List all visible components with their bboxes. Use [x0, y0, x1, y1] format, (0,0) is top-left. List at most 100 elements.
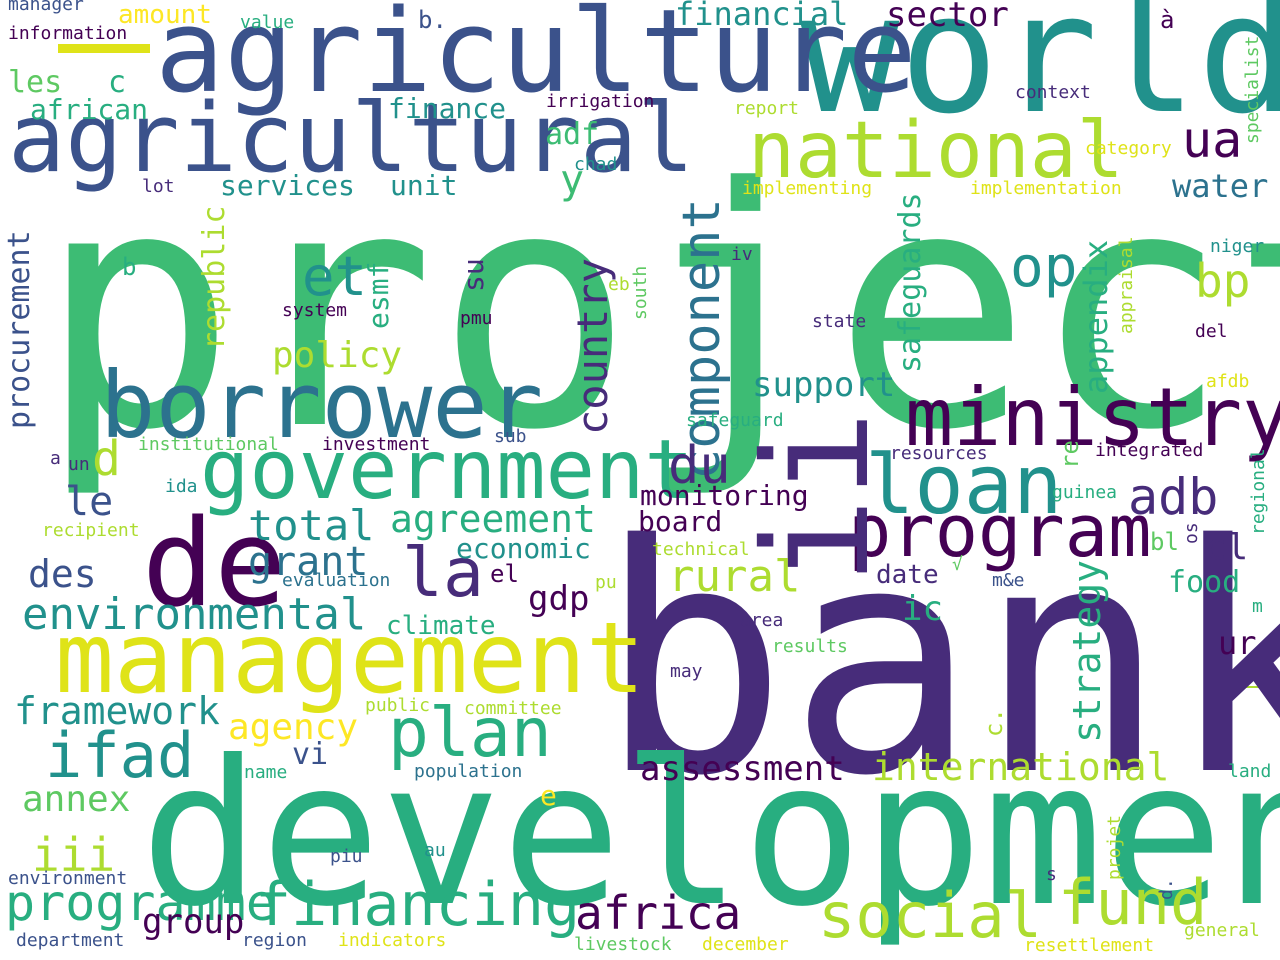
- word-eb: eb: [608, 274, 630, 295]
- word-financial: financial: [675, 0, 849, 33]
- word-à: à: [1160, 6, 1175, 34]
- word-indicators: indicators: [338, 930, 447, 951]
- word-procurement: procurement: [2, 230, 37, 429]
- word-des: des: [28, 552, 97, 596]
- word-information: information: [8, 23, 128, 44]
- word-lot: lot: [142, 176, 175, 197]
- word-bl: bl: [1150, 528, 1179, 556]
- word-recipient: recipient: [42, 520, 140, 541]
- word-policy: policy: [272, 335, 403, 376]
- word-d: d: [92, 431, 121, 487]
- word-cl: cl: [1205, 527, 1249, 568]
- word-services: services: [220, 169, 355, 202]
- word-republic: republic: [197, 205, 232, 351]
- word-del: del: [1195, 321, 1228, 342]
- word-c: c: [108, 65, 127, 100]
- word-economic: economic: [456, 532, 591, 565]
- word-amount: amount: [118, 0, 212, 30]
- missing-glyph-box-icon: [1240, 668, 1260, 688]
- word-pu: pu: [595, 572, 617, 593]
- word-strategy: strategy: [1065, 559, 1109, 743]
- word-m&e: m&e: [992, 570, 1025, 591]
- word-les: les: [8, 65, 63, 100]
- word-la: la: [402, 534, 484, 613]
- word-national: national: [748, 106, 1124, 196]
- word-category: category: [1085, 138, 1172, 159]
- word-vi: vi: [292, 737, 329, 772]
- word-op: op: [1010, 235, 1078, 300]
- word-ida: ida: [165, 476, 198, 497]
- word-results: results: [772, 636, 848, 657]
- word-food: food: [1168, 565, 1241, 600]
- word-esmf: esmf: [362, 261, 395, 329]
- word-water: water: [1172, 167, 1269, 205]
- word-regional: regional: [1248, 448, 1269, 535]
- word-su: su: [457, 258, 490, 292]
- word-programme: programme: [5, 874, 276, 932]
- word-south: south: [630, 265, 651, 320]
- word-ifad: ifad: [45, 719, 195, 792]
- word-ministry: ministry: [905, 371, 1280, 464]
- word-finance: finance: [388, 92, 507, 125]
- word-evaluation: evaluation: [282, 570, 391, 591]
- word-appendix: appendix: [1077, 239, 1115, 394]
- word-may: may: [670, 661, 703, 682]
- word-land: land: [1228, 761, 1272, 782]
- word-iv: iv: [731, 244, 753, 265]
- word-resettlement: resettlement: [1024, 935, 1155, 956]
- word-loan: loan: [865, 438, 1063, 533]
- word-appraisal: appraisal: [1116, 236, 1137, 334]
- word-du: du: [668, 436, 731, 496]
- word-projet: projet: [1104, 814, 1125, 880]
- word-system: system: [282, 300, 348, 321]
- word-niger: niger: [1210, 236, 1265, 257]
- word-date: date: [876, 560, 939, 590]
- word-public: public: [365, 695, 431, 716]
- word-au: au: [424, 840, 446, 861]
- word-implementing: implementing: [742, 178, 873, 199]
- word-sector: sector: [886, 0, 1009, 35]
- word-fund: fund: [1058, 866, 1208, 939]
- word-environment: environment: [8, 868, 128, 889]
- word-international: international: [872, 745, 1170, 789]
- word-bank: bank: [598, 479, 1280, 845]
- word-environmental: environmental: [22, 589, 367, 640]
- word-name: name: [244, 762, 288, 783]
- word-technical: technical: [652, 539, 750, 560]
- word-ua: ua: [1182, 111, 1243, 169]
- word-committee: committee: [464, 698, 562, 719]
- word-december: december: [702, 934, 789, 955]
- word-world: world: [800, 0, 1280, 150]
- word-institutional: institutional: [138, 434, 279, 455]
- word-total: total: [248, 501, 375, 550]
- word-ur: ur: [1218, 624, 1257, 662]
- word-population: population: [414, 761, 523, 782]
- word-area: area: [740, 610, 784, 631]
- word-borrower: borrower: [100, 352, 544, 459]
- word-un: un: [68, 454, 90, 475]
- word-de: de: [142, 495, 287, 634]
- word-y: y: [560, 157, 585, 203]
- word-e: e: [540, 779, 557, 812]
- word-project: project: [38, 118, 1280, 502]
- word-safeguard: safeguard: [686, 410, 784, 431]
- word-government: government: [200, 423, 694, 518]
- word-program: program: [848, 489, 1152, 573]
- underline-dash-decoration: [58, 44, 150, 53]
- word-agency: agency: [228, 707, 359, 748]
- word-d.: d.: [1156, 878, 1177, 900]
- word-report: report: [734, 98, 800, 119]
- word-general: general: [1184, 920, 1260, 941]
- word-adf: adf: [545, 117, 600, 152]
- word-ic: ic: [902, 589, 943, 629]
- word-financing: financing: [255, 870, 581, 940]
- word-re: re: [1056, 440, 1084, 469]
- word-piu: piu: [330, 846, 363, 867]
- word-framework: framework: [14, 689, 220, 733]
- word-value: value: [240, 12, 295, 33]
- word-afdb: afdb: [1206, 371, 1250, 392]
- word-investment: investment: [322, 434, 431, 455]
- word-integrated: integrated: [1095, 440, 1204, 461]
- word-roman-numeral-iii: iii: [32, 828, 116, 882]
- word-rural: rural: [668, 551, 801, 602]
